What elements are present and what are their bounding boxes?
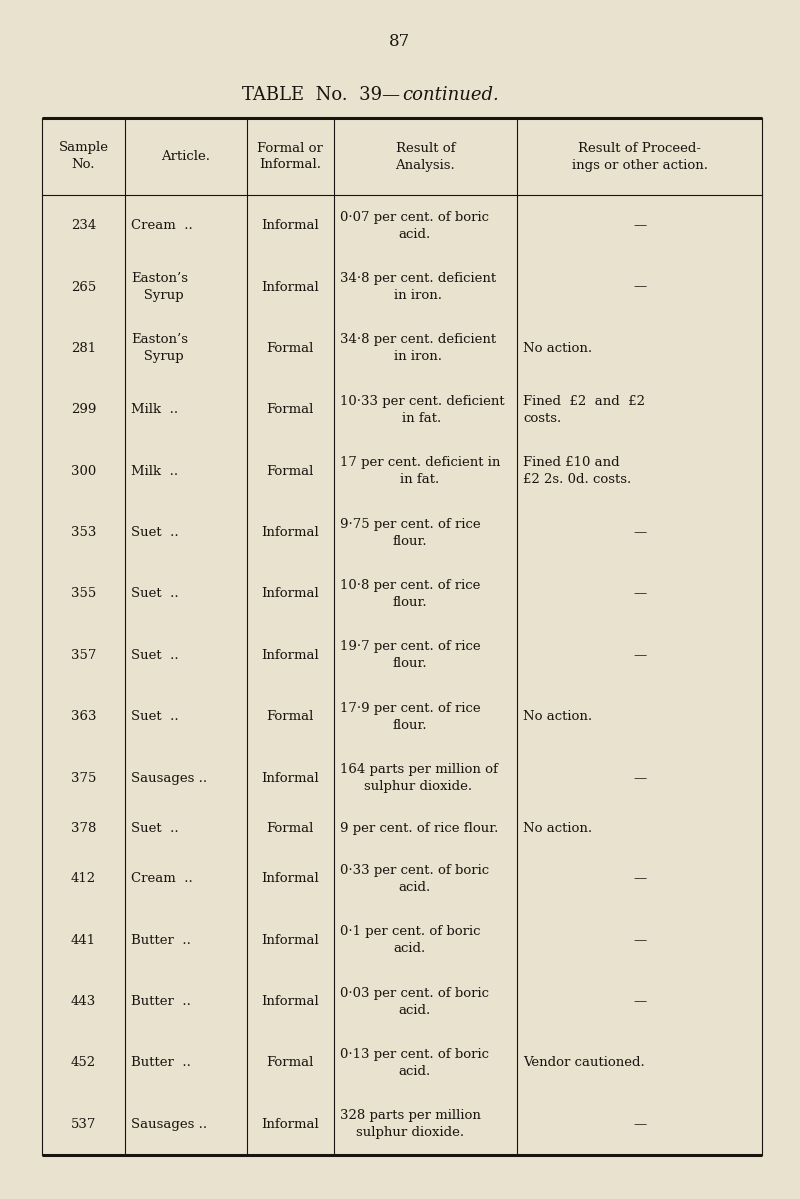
Text: 281: 281 <box>71 342 96 355</box>
Text: Cream  ..: Cream .. <box>131 873 193 885</box>
Text: 537: 537 <box>70 1117 96 1131</box>
Text: TABLE  No.  39—: TABLE No. 39— <box>242 86 400 104</box>
Text: Fined £10 and
£2 2s. 0d. costs.: Fined £10 and £2 2s. 0d. costs. <box>523 457 631 487</box>
Text: —: — <box>633 588 646 601</box>
Text: Cream  ..: Cream .. <box>131 219 193 233</box>
Text: —: — <box>633 649 646 662</box>
Text: Milk  ..: Milk .. <box>131 465 178 477</box>
Text: Suet  ..: Suet .. <box>131 710 178 723</box>
Text: Milk  ..: Milk .. <box>131 403 178 416</box>
Text: 17 per cent. deficient in
in fat.: 17 per cent. deficient in in fat. <box>340 457 500 487</box>
Text: No action.: No action. <box>523 823 592 835</box>
Text: continued.: continued. <box>402 86 498 104</box>
Text: Suet  ..: Suet .. <box>131 649 178 662</box>
Text: 9·75 per cent. of rice
flour.: 9·75 per cent. of rice flour. <box>340 518 480 548</box>
Text: Formal: Formal <box>266 465 314 477</box>
Text: 300: 300 <box>70 465 96 477</box>
Text: Formal: Formal <box>266 403 314 416</box>
Text: Suet  ..: Suet .. <box>131 823 178 835</box>
Text: —: — <box>633 281 646 294</box>
Text: 357: 357 <box>70 649 96 662</box>
Text: Informal: Informal <box>262 649 319 662</box>
Text: 0·1 per cent. of boric
acid.: 0·1 per cent. of boric acid. <box>340 926 480 956</box>
Text: 353: 353 <box>70 526 96 540</box>
Text: 375: 375 <box>70 772 96 784</box>
Text: No action.: No action. <box>523 342 592 355</box>
Text: Informal: Informal <box>262 281 319 294</box>
Text: Informal: Informal <box>262 588 319 601</box>
Text: 10·33 per cent. deficient
in fat.: 10·33 per cent. deficient in fat. <box>340 394 504 424</box>
Text: 378: 378 <box>70 823 96 835</box>
Text: Formal: Formal <box>266 710 314 723</box>
Text: Informal: Informal <box>262 873 319 885</box>
Text: Informal: Informal <box>262 772 319 784</box>
Text: Suet  ..: Suet .. <box>131 526 178 540</box>
Text: —: — <box>633 934 646 947</box>
Text: 412: 412 <box>71 873 96 885</box>
Text: 452: 452 <box>71 1056 96 1070</box>
Text: Formal: Formal <box>266 342 314 355</box>
Text: Informal: Informal <box>262 934 319 947</box>
Text: —: — <box>633 526 646 540</box>
Text: 34·8 per cent. deficient
in iron.: 34·8 per cent. deficient in iron. <box>340 333 496 363</box>
Text: Sample
No.: Sample No. <box>58 141 109 171</box>
Text: —: — <box>633 995 646 1008</box>
Text: 443: 443 <box>70 995 96 1008</box>
Text: Formal: Formal <box>266 823 314 835</box>
Text: 265: 265 <box>70 281 96 294</box>
Text: Butter  ..: Butter .. <box>131 995 190 1008</box>
Text: Formal or
Informal.: Formal or Informal. <box>258 141 323 171</box>
Text: Article.: Article. <box>162 150 210 163</box>
Text: Informal: Informal <box>262 1117 319 1131</box>
Text: Vendor cautioned.: Vendor cautioned. <box>523 1056 645 1070</box>
Text: 0·13 per cent. of boric
acid.: 0·13 per cent. of boric acid. <box>340 1048 489 1078</box>
Text: Butter  ..: Butter .. <box>131 934 190 947</box>
Text: Easton’s
   Syrup: Easton’s Syrup <box>131 333 188 363</box>
Text: 87: 87 <box>390 34 410 50</box>
Text: Informal: Informal <box>262 219 319 233</box>
Text: 363: 363 <box>70 710 96 723</box>
Text: Result of Proceed-
ings or other action.: Result of Proceed- ings or other action. <box>571 141 708 171</box>
Text: 328 parts per million
sulphur dioxide.: 328 parts per million sulphur dioxide. <box>340 1109 481 1139</box>
Text: Fined  £2  and  £2
costs.: Fined £2 and £2 costs. <box>523 394 646 424</box>
Text: 441: 441 <box>71 934 96 947</box>
Text: 0·03 per cent. of boric
acid.: 0·03 per cent. of boric acid. <box>340 987 489 1017</box>
Text: 34·8 per cent. deficient
in iron.: 34·8 per cent. deficient in iron. <box>340 272 496 302</box>
Text: Butter  ..: Butter .. <box>131 1056 190 1070</box>
Text: Sausages ..: Sausages .. <box>131 772 207 784</box>
Text: Sausages ..: Sausages .. <box>131 1117 207 1131</box>
Text: 234: 234 <box>70 219 96 233</box>
Text: 17·9 per cent. of rice
flour.: 17·9 per cent. of rice flour. <box>340 701 480 731</box>
Text: Formal: Formal <box>266 1056 314 1070</box>
Text: 0·07 per cent. of boric
acid.: 0·07 per cent. of boric acid. <box>340 211 489 241</box>
Text: Informal: Informal <box>262 995 319 1008</box>
Text: —: — <box>633 772 646 784</box>
Text: 0·33 per cent. of boric
acid.: 0·33 per cent. of boric acid. <box>340 863 489 893</box>
Text: Result of
Analysis.: Result of Analysis. <box>395 141 455 171</box>
Text: —: — <box>633 1117 646 1131</box>
Text: 10·8 per cent. of rice
flour.: 10·8 per cent. of rice flour. <box>340 579 480 609</box>
Text: 164 parts per million of
sulphur dioxide.: 164 parts per million of sulphur dioxide… <box>340 763 498 793</box>
Text: Easton’s
   Syrup: Easton’s Syrup <box>131 272 188 302</box>
Text: —: — <box>633 873 646 885</box>
Text: No action.: No action. <box>523 710 592 723</box>
Text: Informal: Informal <box>262 526 319 540</box>
Text: 9 per cent. of rice flour.: 9 per cent. of rice flour. <box>340 823 498 835</box>
Text: 19·7 per cent. of rice
flour.: 19·7 per cent. of rice flour. <box>340 640 480 670</box>
Text: Suet  ..: Suet .. <box>131 588 178 601</box>
Text: 299: 299 <box>70 403 96 416</box>
Text: —: — <box>633 219 646 233</box>
Text: 355: 355 <box>70 588 96 601</box>
